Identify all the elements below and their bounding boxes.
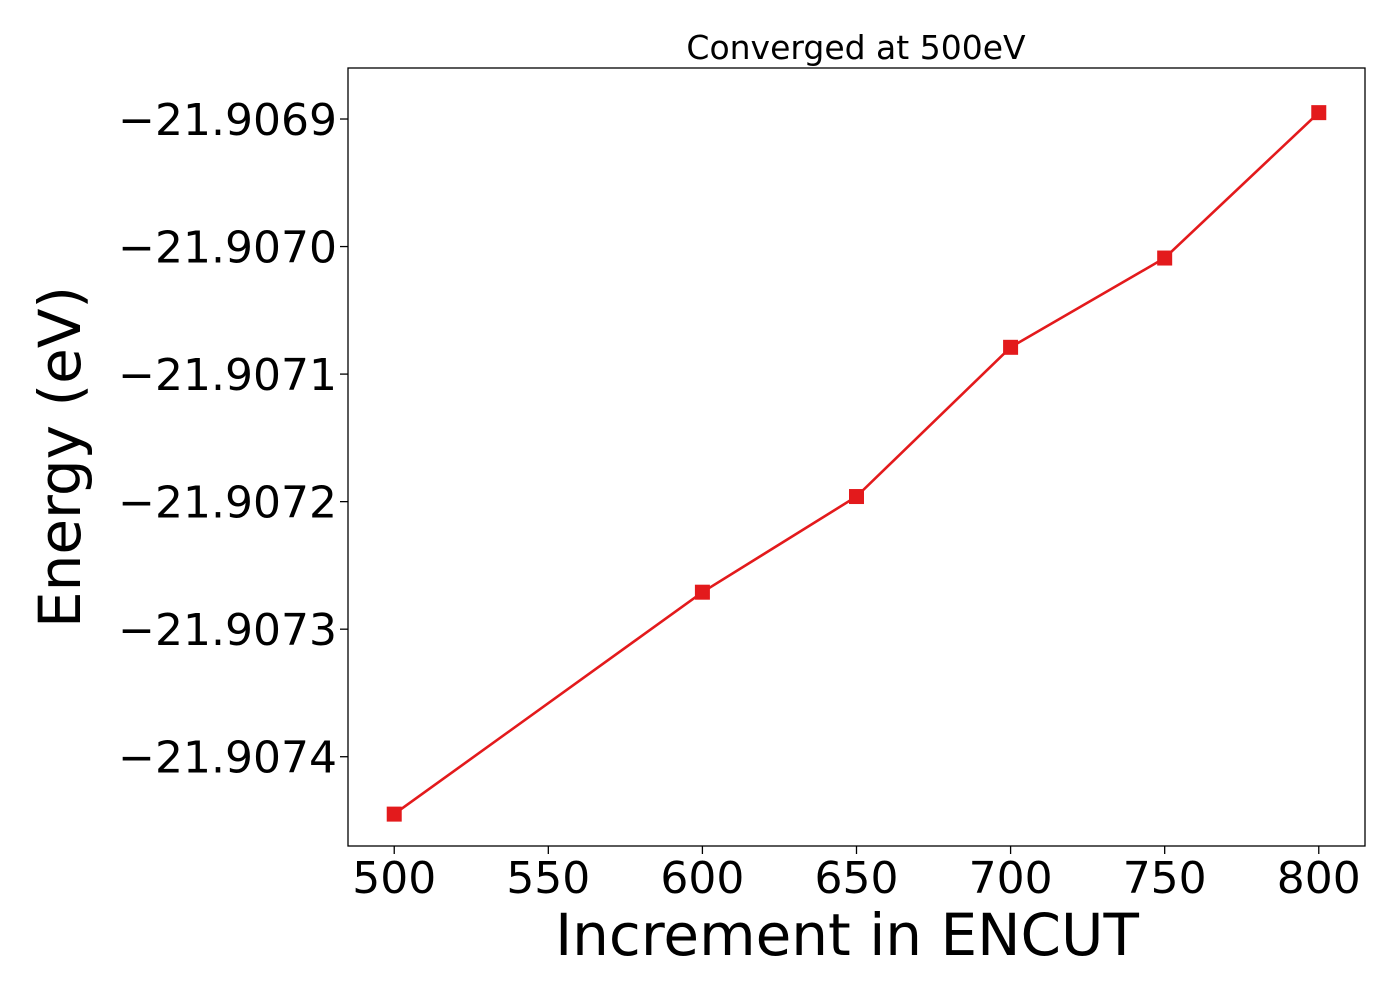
plot-frame <box>347 67 1366 847</box>
plot-area <box>386 105 1327 822</box>
x-tick-label: 650 <box>815 853 899 904</box>
y-tick-label: −21.9073 <box>118 605 337 656</box>
x-tick-label: 550 <box>506 853 590 904</box>
y-axis: −21.9069 −21.9070 −21.9071 −21.9072 −21.9073… <box>118 95 348 784</box>
x-tick-label: 750 <box>1123 853 1207 904</box>
x-axis-label: Increment in ENCUT <box>555 901 1139 969</box>
x-tick-label: 600 <box>660 853 744 904</box>
y-tick-label: −21.9074 <box>118 733 337 784</box>
data-point-marker <box>1311 105 1327 121</box>
x-tick-label: 800 <box>1277 853 1361 904</box>
data-point-marker <box>386 806 402 822</box>
x-axis: 500 550 600 650 700 750 800 <box>352 846 1361 904</box>
y-axis-label: Energy (eV) <box>26 286 94 628</box>
data-point-marker <box>1157 250 1173 266</box>
y-tick-label: −21.9070 <box>118 223 337 274</box>
x-tick-label: 500 <box>352 853 436 904</box>
series-line <box>393 111 1320 816</box>
y-tick-label: −21.9071 <box>118 350 337 401</box>
data-point-marker <box>849 489 864 505</box>
y-tick-label: −21.9069 <box>118 95 337 146</box>
data-point-marker <box>694 584 710 600</box>
data-point-marker <box>1003 339 1019 355</box>
x-tick-label: 700 <box>969 853 1053 904</box>
chart-title: Converged at 500eV <box>686 28 1026 67</box>
y-tick-label: −21.9072 <box>118 478 337 529</box>
